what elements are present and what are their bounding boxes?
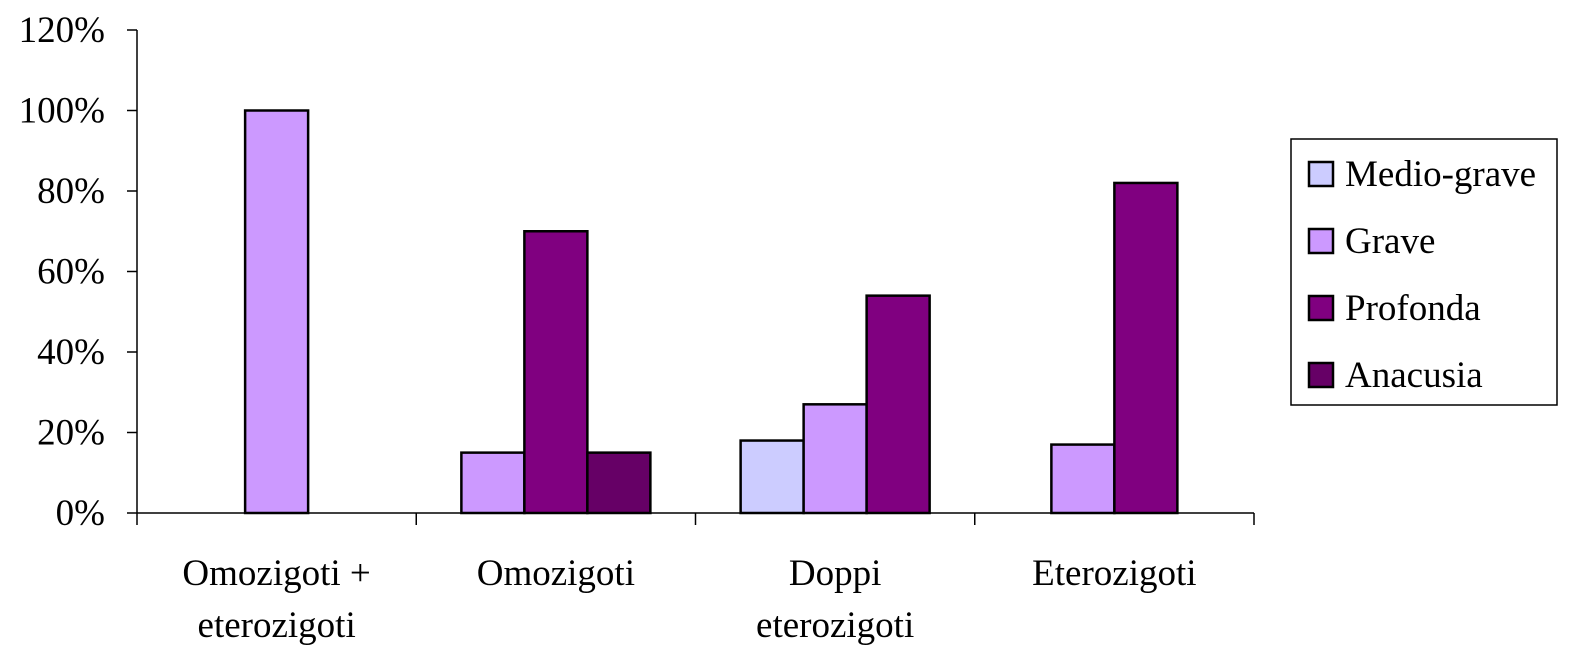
y-tick-label: 100% bbox=[19, 91, 105, 132]
legend-swatch bbox=[1307, 227, 1335, 255]
bar-grave-3 bbox=[1050, 443, 1116, 515]
legend-label: Profonda bbox=[1345, 288, 1481, 329]
y-tick-label: 120% bbox=[19, 10, 105, 51]
legend-swatch bbox=[1307, 160, 1335, 188]
legend-swatch bbox=[1307, 361, 1335, 389]
x-category-label: Omozigoti + bbox=[182, 553, 370, 594]
bar-grave-0 bbox=[243, 109, 310, 515]
y-tick-label: 0% bbox=[56, 493, 105, 534]
bar-anacusia-1 bbox=[586, 451, 652, 515]
bar-medio-grave-2 bbox=[739, 439, 805, 515]
bars bbox=[243, 109, 1179, 515]
x-category-label: eterozigoti bbox=[198, 605, 356, 646]
legend: Medio-grave Grave Profonda Anacusia bbox=[1290, 138, 1558, 406]
bar-grave-1 bbox=[460, 451, 526, 515]
x-category-label: Eterozigoti bbox=[1032, 553, 1196, 594]
x-category-label: Doppi bbox=[789, 553, 882, 594]
y-tick-label: 20% bbox=[37, 413, 105, 454]
bar-profonda-3 bbox=[1113, 181, 1179, 515]
bar-grave-2 bbox=[802, 403, 868, 515]
legend-label: Medio-grave bbox=[1345, 154, 1536, 195]
legend-swatch bbox=[1307, 294, 1335, 322]
x-category-label: eterozigoti bbox=[756, 605, 914, 646]
legend-box bbox=[1290, 138, 1558, 406]
bar-profonda-2 bbox=[865, 294, 931, 515]
bar-profonda-1 bbox=[523, 230, 589, 515]
legend-label: Anacusia bbox=[1345, 355, 1483, 396]
y-tick-label: 40% bbox=[37, 332, 105, 373]
legend-label: Grave bbox=[1345, 221, 1435, 262]
y-tick-label: 80% bbox=[37, 171, 105, 212]
x-axis bbox=[136, 512, 1255, 525]
x-category-label: Omozigoti bbox=[477, 553, 635, 594]
y-tick-label: 60% bbox=[37, 252, 105, 293]
x-axis-labels: Omozigoti + eterozigoti Omozigoti Doppi eter… bbox=[182, 553, 1196, 646]
y-axis: 0% 20% 40% 60% 80% 100% 120% bbox=[19, 10, 138, 534]
